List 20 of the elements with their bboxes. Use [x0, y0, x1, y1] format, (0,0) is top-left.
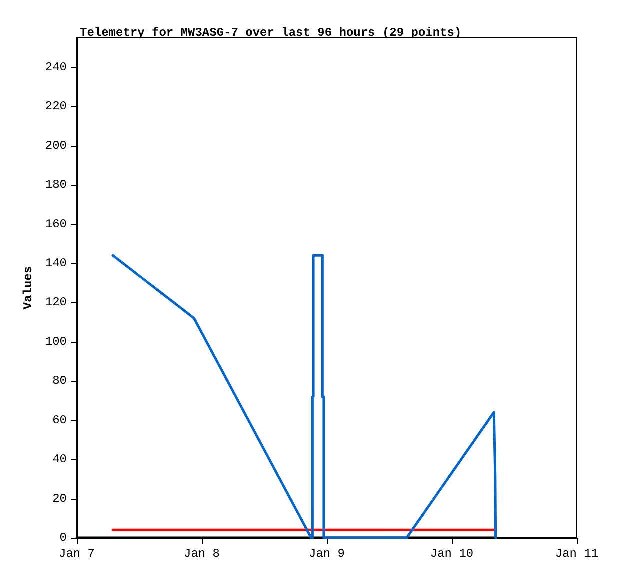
y-tick-label: 200	[45, 138, 67, 153]
y-tick-label: 100	[45, 334, 67, 349]
y-tick-label: 220	[45, 100, 67, 114]
y-tick-label: 160	[45, 217, 67, 232]
y-tick-label: 120	[45, 296, 67, 310]
y-tick-label: 180	[45, 178, 67, 192]
y-tick-label: 0	[60, 531, 67, 545]
y-tick-label: 140	[45, 256, 67, 270]
x-tick-label: Jan 8	[184, 547, 220, 561]
y-tick-label: 60	[52, 413, 67, 428]
x-tick-label: Jan 10	[430, 547, 474, 561]
y-tick-label: 40	[52, 452, 67, 467]
chart-title: Telemetry for MW3ASG-7 over last 96 hours (29 points)	[80, 26, 462, 40]
x-tick-label: Jan 11	[555, 547, 599, 561]
x-tick-label: Jan 9	[308, 547, 346, 561]
x-tick-label: Jan 7	[58, 547, 96, 561]
y-axis-title: Values	[21, 266, 36, 310]
y-tick-label: 80	[52, 374, 67, 388]
y-tick-label: 20	[52, 492, 67, 506]
y-tick-label: 240	[45, 60, 67, 74]
